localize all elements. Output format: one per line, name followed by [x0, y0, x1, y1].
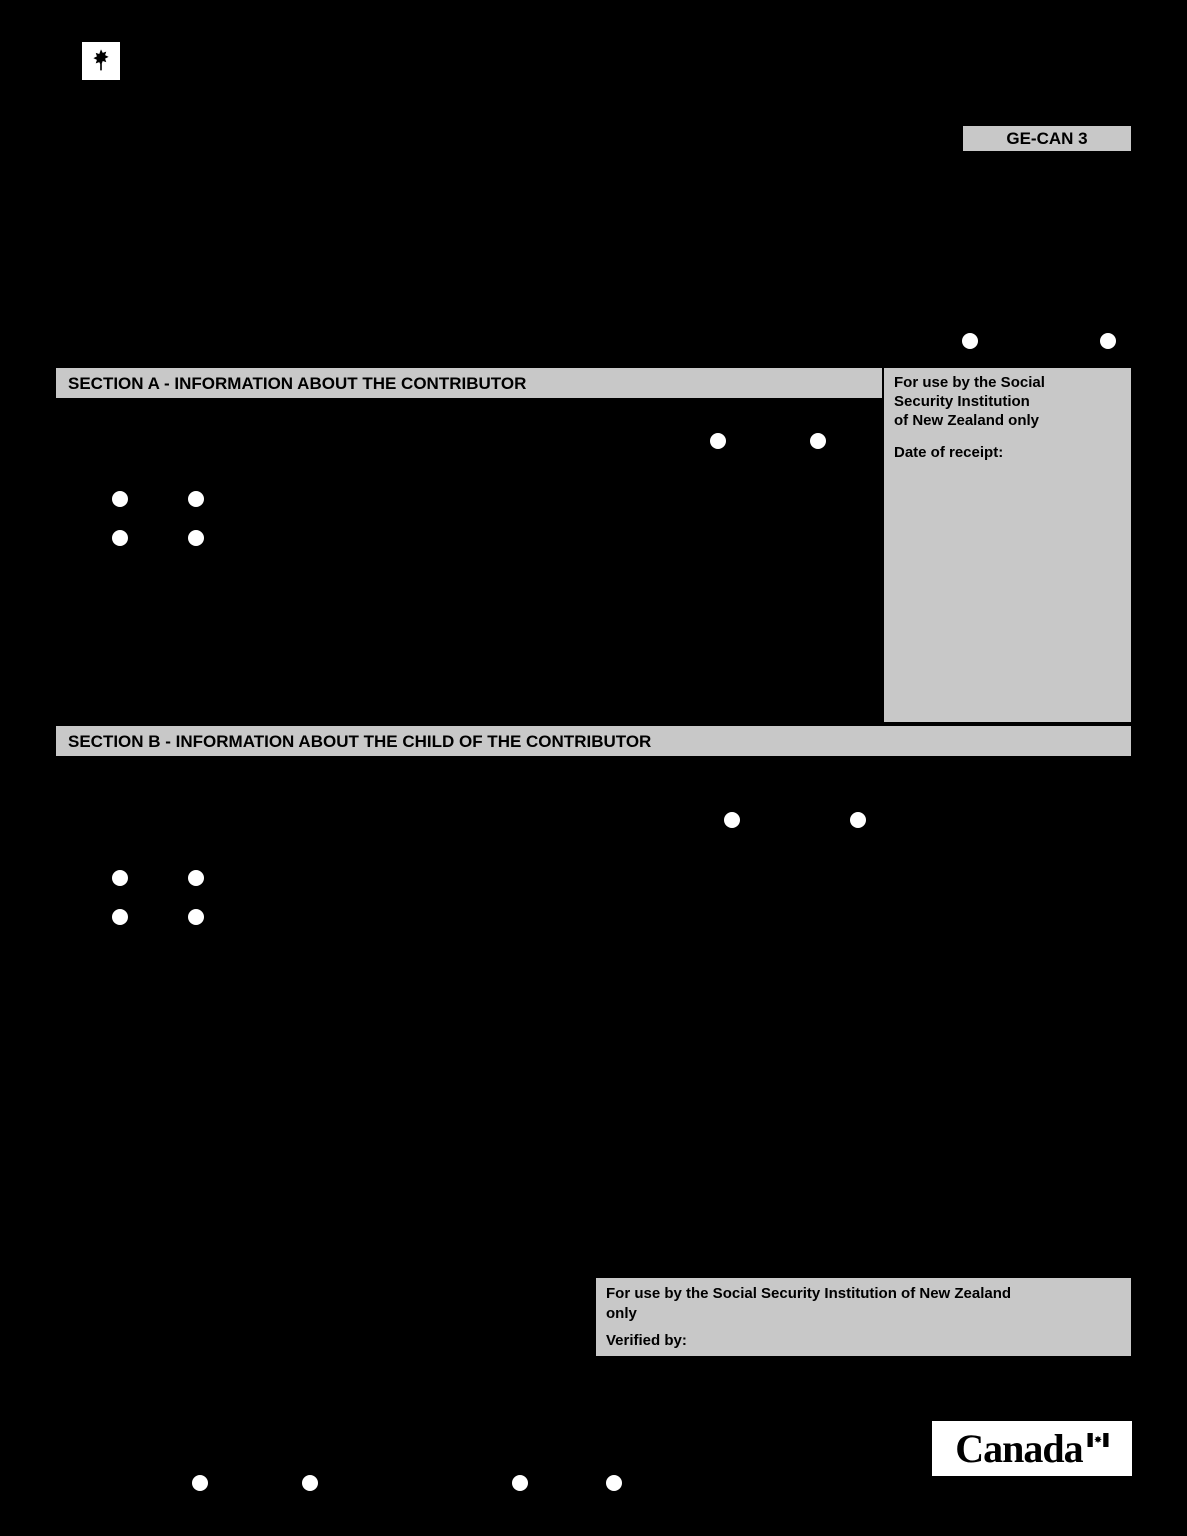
section-a-header: SECTION A - INFORMATION ABOUT THE CONTRI… [55, 367, 883, 399]
radio-option[interactable] [188, 909, 204, 925]
nz-date-receipt-label: Date of receipt: [894, 444, 1121, 463]
canada-wordmark-text: Canada [955, 1425, 1082, 1472]
gov-canada-flag-icon [82, 42, 120, 80]
radio-option[interactable] [512, 1475, 528, 1491]
canada-wordmark: Canada [932, 1421, 1132, 1476]
radio-option[interactable] [192, 1475, 208, 1491]
nz-verify-line: For use by the Social Security Instituti… [606, 1284, 1121, 1304]
form-code: GE-CAN 3 [962, 125, 1132, 152]
nz-verify-label: Verified by: [606, 1331, 1121, 1351]
radio-option[interactable] [606, 1475, 622, 1491]
maple-leaf-icon [87, 47, 115, 75]
radio-sex-option[interactable] [810, 433, 826, 449]
radio-option[interactable] [188, 870, 204, 886]
radio-option[interactable] [188, 491, 204, 507]
radio-sex-option[interactable] [710, 433, 726, 449]
radio-option[interactable] [112, 491, 128, 507]
canada-flag-icon [1087, 1433, 1109, 1447]
nz-sidebar-line: For use by the Social [894, 374, 1121, 393]
nz-sidebar: For use by the Social Security Instituti… [883, 367, 1132, 723]
radio-sex-option[interactable] [724, 812, 740, 828]
section-a-wrap: SECTION A - INFORMATION ABOUT THE CONTRI… [55, 367, 1132, 723]
radio-option[interactable] [1100, 333, 1116, 349]
section-b-header: SECTION B - INFORMATION ABOUT THE CHILD … [55, 725, 1132, 757]
nz-sidebar-line: Security Institution [894, 393, 1121, 412]
section-b-wrap: SECTION B - INFORMATION ABOUT THE CHILD … [55, 725, 1132, 761]
nz-verify-line: only [606, 1304, 1121, 1324]
radio-sex-option[interactable] [850, 812, 866, 828]
nz-sidebar-line: of New Zealand only [894, 412, 1121, 431]
radio-option[interactable] [112, 870, 128, 886]
radio-option[interactable] [962, 333, 978, 349]
radio-option[interactable] [188, 530, 204, 546]
form-page: GE-CAN 3 SECTION A - INFORMATION ABOUT T… [0, 0, 1187, 1536]
radio-option[interactable] [112, 530, 128, 546]
radio-option[interactable] [112, 909, 128, 925]
radio-option[interactable] [302, 1475, 318, 1491]
nz-verify-box: For use by the Social Security Instituti… [595, 1277, 1132, 1357]
